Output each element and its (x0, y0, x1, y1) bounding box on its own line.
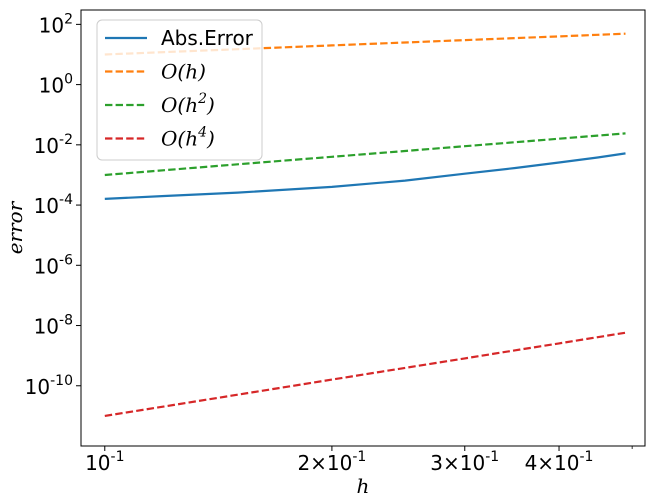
y-tick-label-4: 10-2 (34, 132, 73, 158)
x-tick-label-3: 4×10-1 (525, 449, 594, 475)
legend-label-3: O(h4) (161, 125, 215, 151)
legend-label-0: Abs.Error (161, 26, 254, 50)
y-tick-label-3: 10-4 (34, 192, 74, 218)
legend-label-1: O(h) (161, 60, 206, 84)
legend-frame (96, 19, 263, 161)
plot-frame (80, 9, 646, 447)
y-tick-label-2: 10-6 (34, 252, 74, 278)
x-tick-label-1: 2×10-1 (297, 449, 366, 475)
x-axis-label: h (357, 474, 370, 498)
x-tick-label-0: 10-1 (85, 449, 124, 475)
axis-ticks: 10-1 2×10-1 3×10-1 4×10-1 10-10 10-8 10-6 10-4 1… (25, 11, 633, 475)
y-axis-label: error (3, 200, 27, 254)
legend: Abs.Error O(h) O(h2) O(h4) (96, 19, 263, 161)
series-line-3 (104, 331, 626, 417)
legend-label-2: O(h2) (161, 91, 215, 117)
x-tick-label-2: 3×10-1 (430, 449, 499, 475)
y-tick-label-0: 10-10 (25, 373, 73, 399)
y-tick-label-6: 102 (39, 11, 73, 37)
y-tick-label-1: 10-8 (34, 313, 73, 339)
series-line-2 (104, 132, 626, 177)
y-tick-label-5: 100 (39, 72, 73, 98)
series-line-0 (104, 152, 626, 200)
